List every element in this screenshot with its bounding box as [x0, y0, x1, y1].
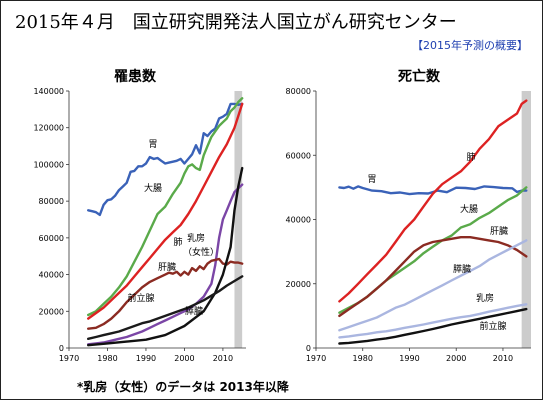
- x-tick-label: 2010: [493, 354, 513, 363]
- y-tick-label: 60000: [39, 234, 64, 243]
- series-label-liver: 肝臓: [490, 226, 508, 237]
- series-label-lung: 肺: [173, 237, 182, 248]
- y-tick-label: 40000: [286, 216, 311, 225]
- y-tick-label: 80000: [286, 87, 311, 96]
- y-tick-label: 20000: [39, 307, 64, 316]
- y-tick-label: 80000: [39, 197, 64, 206]
- y-tick-label: 0: [306, 344, 311, 353]
- series-line-breast: [86, 183, 244, 346]
- series-line-breast_death: [338, 303, 528, 339]
- x-tick-label: 1980: [97, 354, 117, 363]
- page-subtitle: 【2015年予測の概要】: [412, 39, 528, 52]
- series-label-stomach: 胃: [148, 139, 157, 150]
- projection-band: [521, 91, 531, 348]
- series-line-colorectum: [86, 97, 244, 317]
- series-line-prostate: [86, 166, 244, 347]
- x-tick-label: 2000: [446, 354, 466, 363]
- series-label-pancreas: 膵臓: [453, 264, 471, 275]
- y-tick-label: 40000: [39, 271, 64, 280]
- x-tick-label: 2010: [213, 354, 233, 363]
- series-label-pancreas: 膵臓: [185, 306, 203, 317]
- chart-title: 罹患数: [114, 68, 157, 85]
- series-line-stomach: [86, 102, 244, 217]
- y-tick-label: 100000: [33, 160, 64, 169]
- series-line-colorectum: [338, 186, 528, 314]
- x-tick-label: 1990: [136, 354, 156, 363]
- chart-title: 死亡数: [397, 68, 441, 85]
- series-label-prostate: 前立腺: [127, 292, 154, 304]
- y-tick-label: 20000: [286, 280, 311, 289]
- x-tick-label: 1970: [306, 354, 326, 363]
- series-label-prostate: 前立腺: [479, 320, 506, 332]
- series-line-pancreas_death: [338, 239, 528, 332]
- page-title: 2015年４月 国立研究開発法人国立がん研究センター: [15, 12, 457, 33]
- y-tick-label: 60000: [286, 151, 311, 160]
- x-tick-label: 1980: [353, 354, 373, 363]
- series-line-liver: [86, 257, 244, 330]
- series-line-lung: [86, 102, 244, 320]
- footnote: *乳房（女性）のデータは 2013年以降: [77, 380, 289, 394]
- series-label-stomach: 胃: [367, 174, 376, 185]
- y-tick-label: 0: [59, 344, 64, 353]
- series-label-lung: 肺: [466, 152, 475, 163]
- series-line-prostate: [338, 307, 528, 345]
- series-line-pancreas: [86, 275, 244, 340]
- series-line-stomach: [338, 185, 528, 196]
- series-label-colorectum: 大腸: [144, 182, 162, 194]
- series-label-colorectum: 大腸: [460, 203, 478, 215]
- series-label-breast: 乳房: [187, 232, 205, 244]
- series-line-lung: [338, 99, 528, 303]
- y-tick-label: 140000: [33, 87, 64, 96]
- series-line-liver: [338, 235, 528, 318]
- projection-band: [234, 91, 243, 348]
- series-label-breast2: （女性）: [183, 246, 219, 258]
- series-label-breast: 乳房: [476, 292, 494, 304]
- x-tick-label: 1990: [399, 354, 419, 363]
- y-tick-label: 120000: [33, 124, 64, 133]
- x-tick-label: 1970: [59, 354, 79, 363]
- series-label-liver: 肝臓: [158, 262, 176, 273]
- x-tick-label: 2000: [174, 354, 194, 363]
